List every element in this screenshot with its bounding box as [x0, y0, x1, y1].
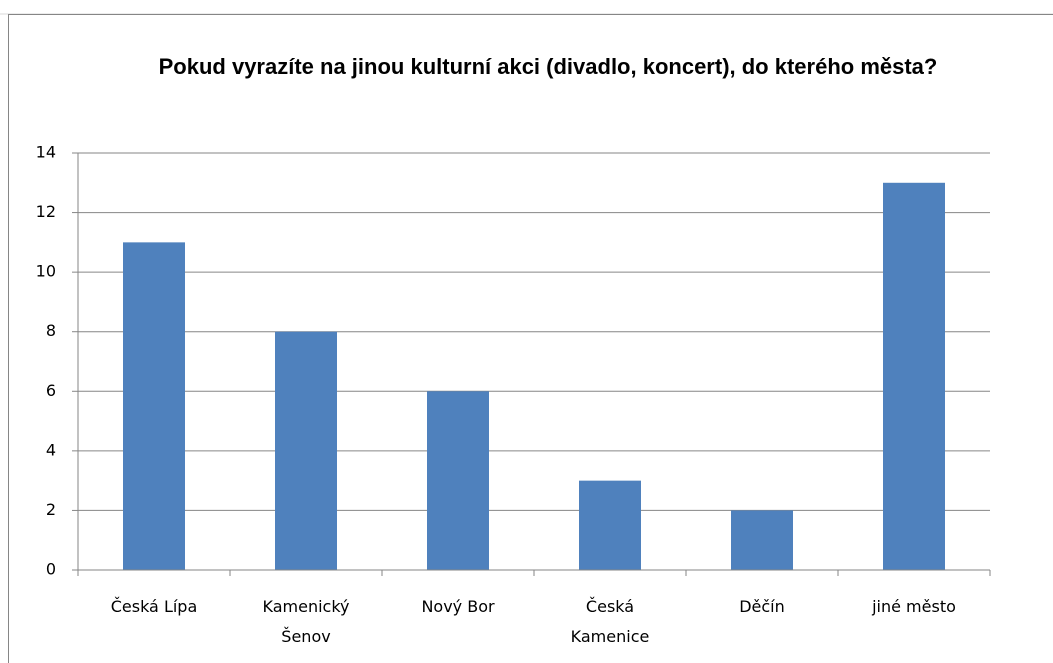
x-tick-label: Česká Lípa: [110, 597, 198, 616]
y-tick-label: 2: [46, 500, 56, 519]
bar: [123, 242, 185, 570]
x-tick-label: Děčín: [739, 597, 785, 616]
y-tick-label: 6: [46, 381, 56, 400]
bar: [427, 391, 489, 570]
x-tick-label: Kamenický Šenov: [262, 597, 350, 646]
bar: [275, 331, 337, 570]
bar: [579, 480, 641, 570]
x-tick-label: Nový Bor: [421, 597, 495, 616]
chart-title: Pokud vyrazíte na jinou kulturní akci (d…: [159, 54, 938, 79]
y-tick-label: 0: [46, 560, 56, 579]
y-tick-label: 12: [36, 202, 56, 221]
bar: [883, 182, 945, 571]
bar: [731, 510, 793, 570]
y-tick-label: 14: [36, 143, 56, 162]
x-tick-label: jiné město: [872, 597, 956, 616]
y-tick-label: 8: [46, 321, 56, 340]
x-tick-label: Česká Kamenice: [570, 597, 650, 646]
y-tick-label: 4: [46, 440, 56, 459]
y-tick-label: 10: [36, 262, 56, 281]
